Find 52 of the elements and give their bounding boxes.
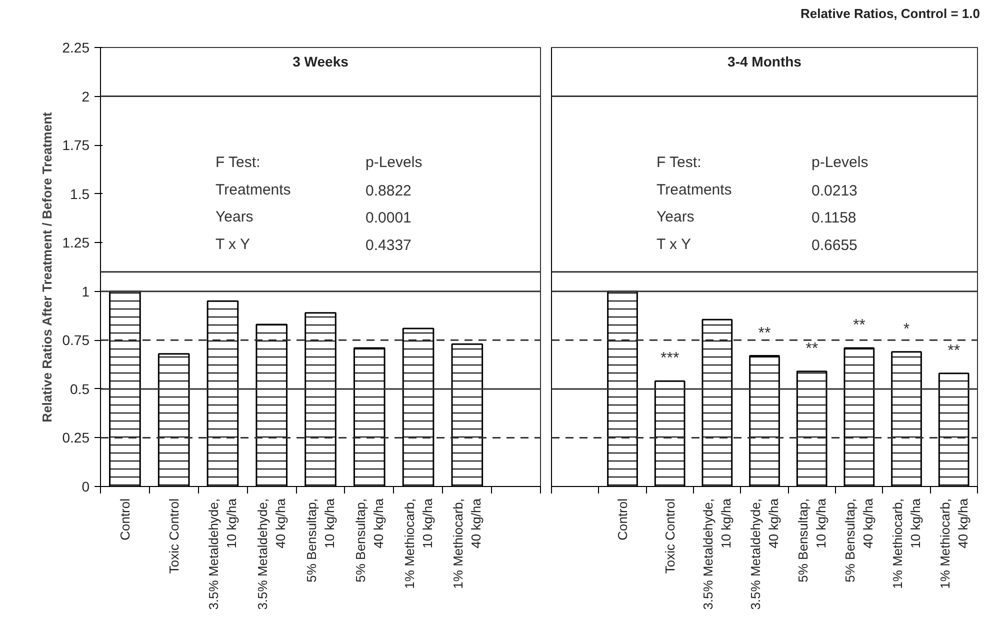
annotation: ** <box>948 342 960 360</box>
x-tick-label: 3.5% Metaldehyde, 40 kg/ha <box>255 498 288 610</box>
annotation: F Test: <box>656 154 702 172</box>
y-tick-label: 2.25 <box>62 40 90 56</box>
x-tick-label: 1% Methiocarb, 40 kg/ha <box>450 498 484 589</box>
annotation: Treatments <box>216 181 291 198</box>
y-axis-title: Relative Ratios After Treatment / Before Treatment <box>39 111 54 422</box>
x-tick-label: 3.5% Metaldehyde, 10 kg/ha <box>206 498 240 610</box>
x-tick-label: 1% Methiocarb, 40 kg/ha <box>937 498 970 589</box>
x-tick-label: Toxic Control <box>166 498 182 574</box>
annotation: 0.0213 <box>812 182 858 200</box>
annotation: 0.8822 <box>366 182 412 200</box>
annotation: F Test: <box>216 154 260 172</box>
annotation: 0.6655 <box>812 237 858 254</box>
y-tick-label: 1.5 <box>70 186 90 202</box>
annotation: Treatments <box>656 181 732 198</box>
annotation: * <box>903 320 910 338</box>
annotation: Years <box>656 208 694 226</box>
annotation: p-Levels <box>812 154 868 172</box>
annotation: 0.0001 <box>366 210 412 227</box>
annotation: T x Y <box>216 236 250 254</box>
annotation: p-Levels <box>366 154 422 172</box>
chart-title: 3-4 Months <box>728 54 802 70</box>
x-tick-label: 1% Methiocarb, 10 kg/ha <box>402 498 435 589</box>
y-tick-label: 0.25 <box>62 430 90 446</box>
y-tick-label: 2 <box>82 88 90 104</box>
annotation: Years <box>216 208 254 226</box>
x-tick-label: 5% Bensultap, 40 kg/ha <box>352 498 386 582</box>
x-tick-label: Toxic Control <box>662 498 678 574</box>
annotation: ** <box>852 316 866 334</box>
x-tick-label: 5% Bensultap, 40 kg/ha <box>842 498 876 582</box>
annotation: T x Y <box>656 236 691 254</box>
y-tick-label: 1.25 <box>62 234 90 251</box>
chart-subtitle: Relative Ratios, Control = 1.0 <box>800 5 980 23</box>
x-tick-label: 1% Methiocarb, 10 kg/ha <box>890 498 923 589</box>
y-tick-label: 0.5 <box>70 380 90 397</box>
x-tick-label: 5% Bensultap, 10 kg/ha <box>304 498 337 582</box>
annotation: ** <box>806 340 818 358</box>
x-tick-label: 5% Bensultap, 10 kg/ha <box>795 498 828 582</box>
x-tick-label: 3.5% Metaldehyde, 40 kg/ha <box>748 498 781 610</box>
x-tick-label: 3.5% Metaldehyde, 10 kg/ha <box>700 498 734 610</box>
y-tick-label: 0 <box>82 478 90 494</box>
annotation: 0.1158 <box>812 210 856 227</box>
annotation: 0.4337 <box>366 237 412 254</box>
y-tick-label: 0.75 <box>62 332 90 348</box>
chart-title: 3 Weeks <box>292 54 349 70</box>
x-tick-label: Control <box>117 498 132 540</box>
x-tick-label: Control <box>615 498 630 540</box>
annotation: ** <box>758 324 771 342</box>
y-tick-label: 1.75 <box>62 137 90 154</box>
annotation: *** <box>660 350 680 368</box>
y-tick-label: 1 <box>82 283 90 300</box>
